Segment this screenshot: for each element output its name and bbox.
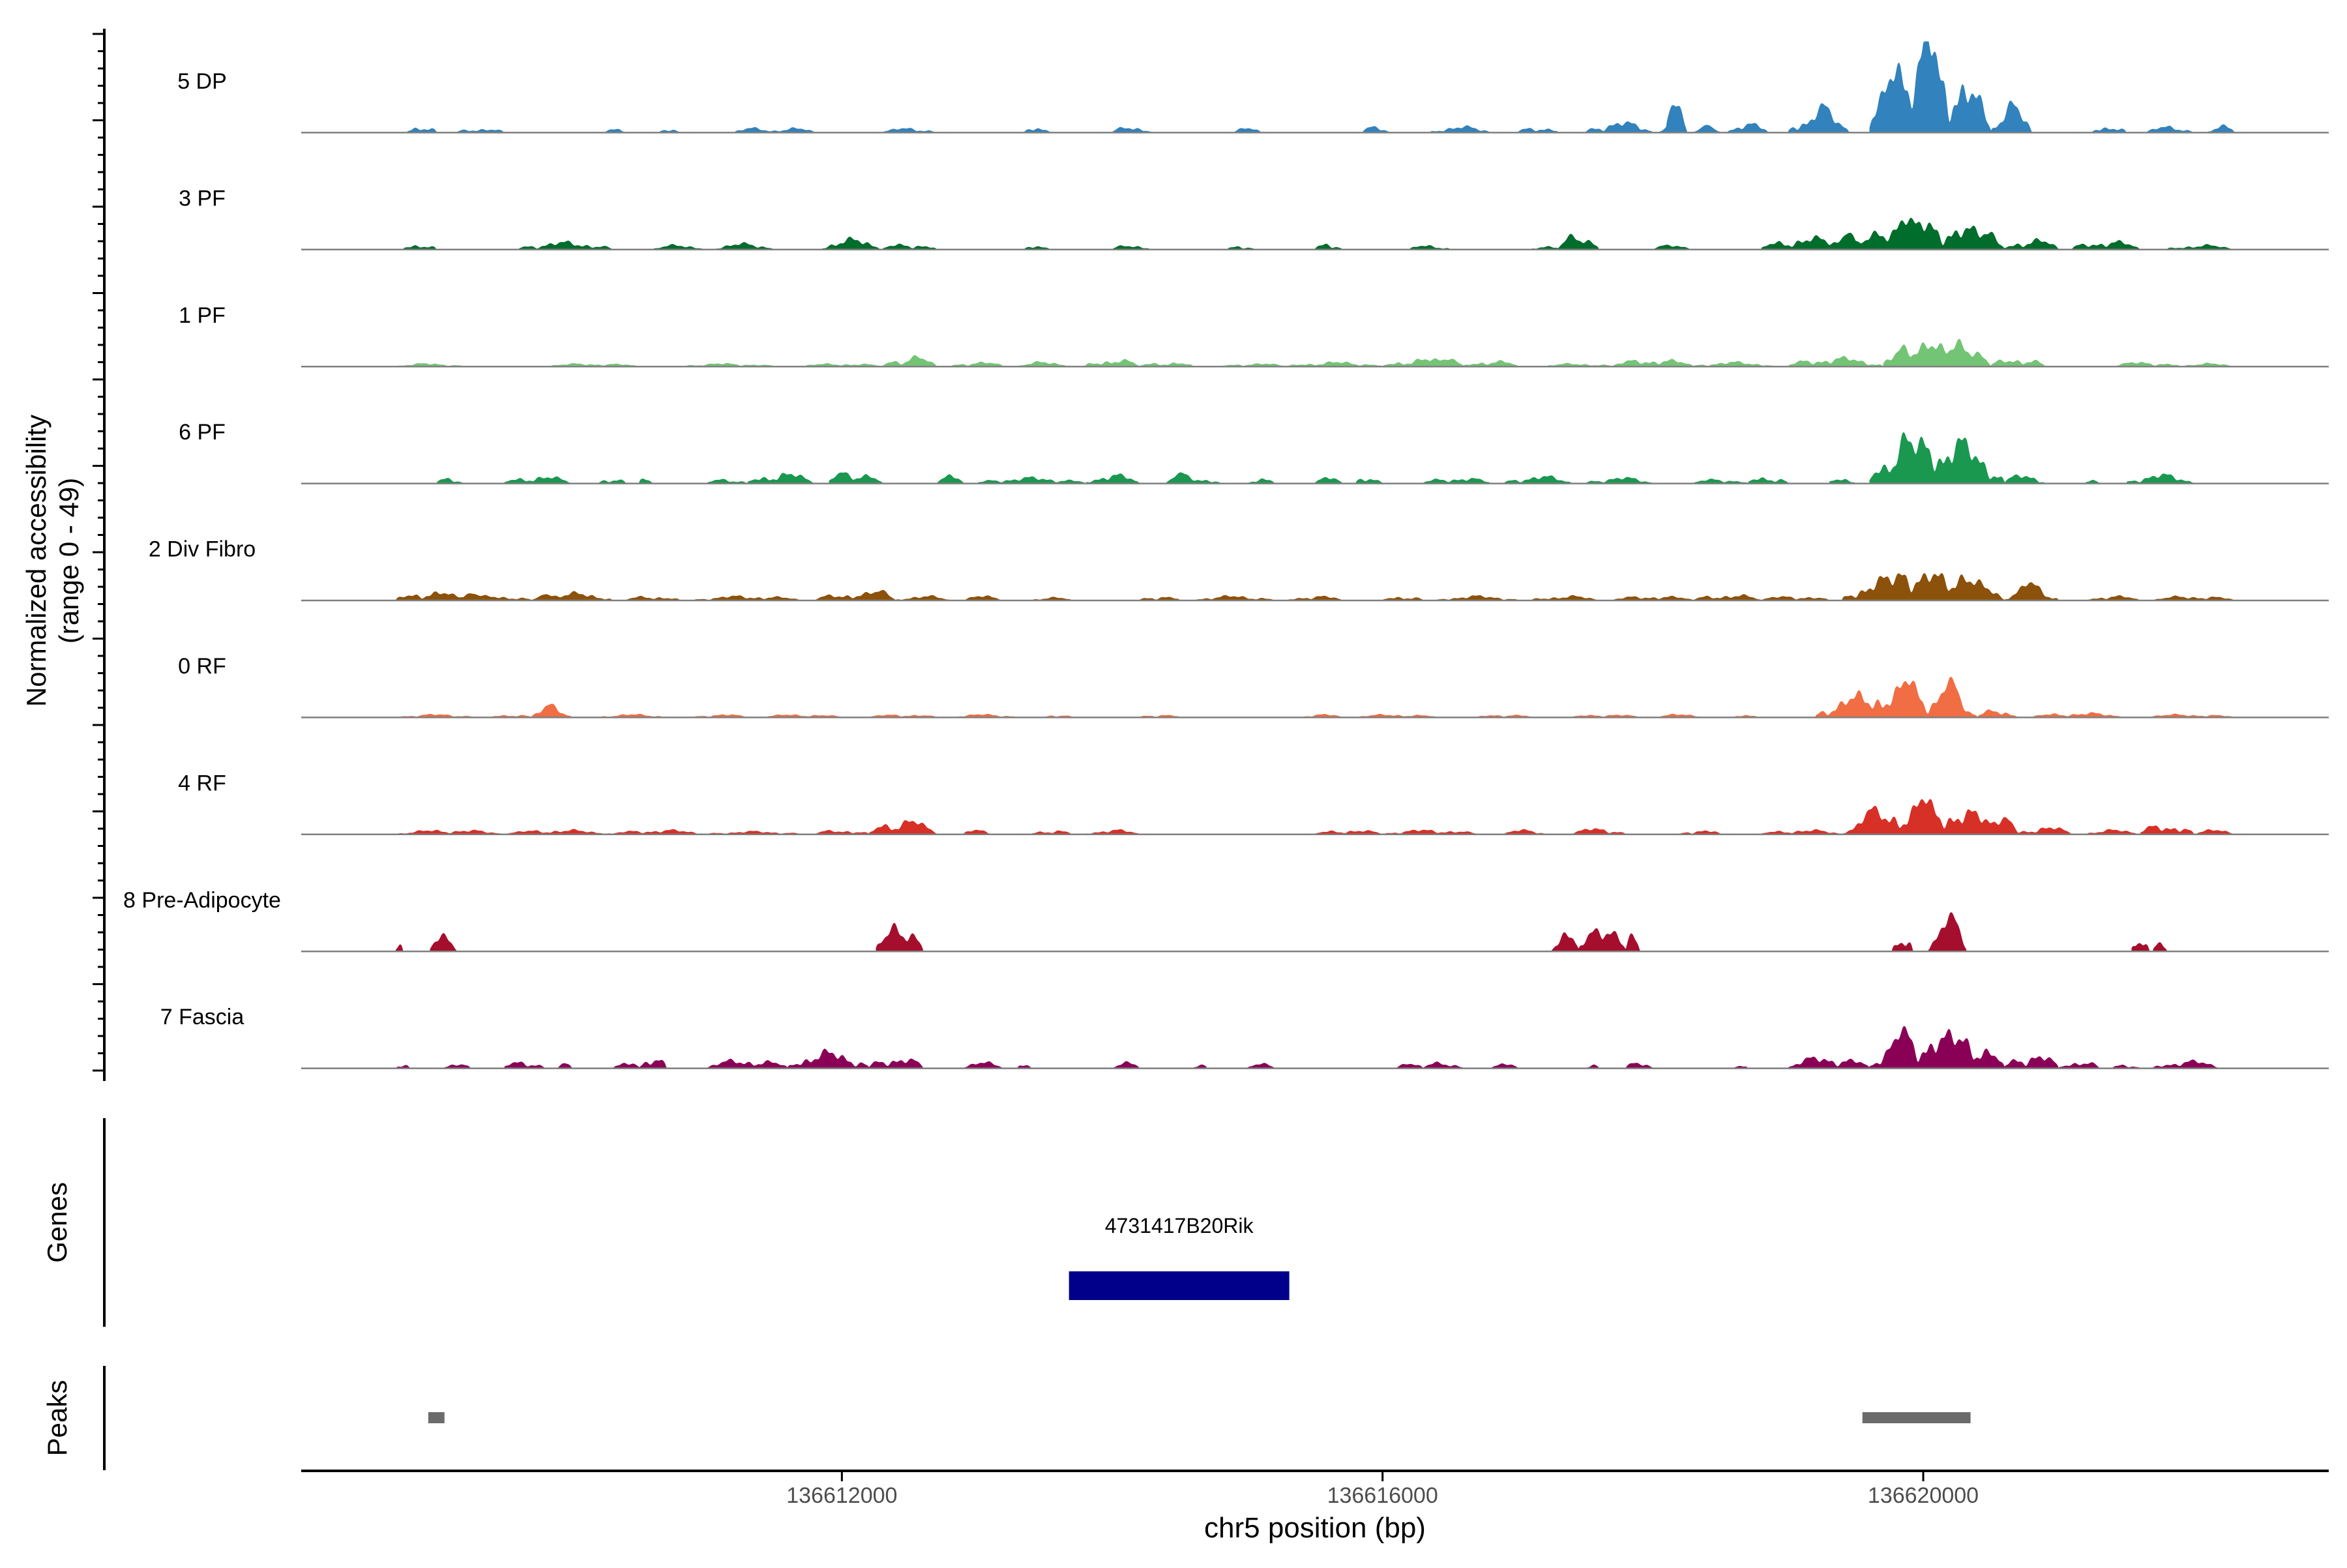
coverage-y-axis: [93, 29, 106, 1081]
coverage-area: [396, 1026, 2219, 1069]
coverage-area: [396, 572, 2235, 601]
coverage-track: 8 Pre-Adipocyte: [123, 888, 2329, 953]
y-axis-title-line2: (range 0 - 49): [53, 478, 84, 643]
y-axis-title: Normalized accessibility (range 0 - 49): [21, 415, 84, 707]
x-tick-label: 136620000: [1868, 1483, 1979, 1508]
x-axis-ticks: 136612000 136616000 136620000: [786, 1471, 1979, 1508]
gene-body: [1069, 1271, 1290, 1300]
track-label: 7 Fascia: [160, 1005, 244, 1029]
coverage-track: 7 Fascia: [160, 1005, 2329, 1069]
genes-panel: Genes 4731417B20Rik: [42, 1118, 1290, 1327]
x-tick-label: 136612000: [786, 1483, 897, 1508]
coverage-y-ticks: [93, 33, 104, 1072]
genes-features: 4731417B20Rik: [1069, 1214, 1290, 1300]
coverage-track: 5 DP: [177, 41, 2329, 134]
peaks-panel: Peaks: [42, 1366, 1971, 1470]
x-axis-title: chr5 position (bp): [1204, 1512, 1426, 1544]
genes-track-title: Genes: [42, 1182, 72, 1263]
peak-regions: [428, 1412, 1971, 1423]
track-label: 6 PF: [179, 420, 226, 445]
track-label: 2 Div Fibro: [149, 537, 256, 562]
track-label: 3 PF: [179, 186, 226, 211]
peak-region: [428, 1412, 445, 1423]
coverage-area: [398, 338, 2232, 367]
coverage-tracks: 5 DP 3 PF 1 PF 6 PF 2 Div Fibro 0 RF 4 RF 8 Pre…: [123, 41, 2329, 1069]
coverage-area: [404, 217, 2233, 250]
coverage-area: [407, 41, 2236, 133]
coverage-area: [437, 432, 2195, 484]
track-label: 4 RF: [178, 771, 226, 795]
coverage-track: 4 RF: [178, 771, 2329, 836]
x-axis: 136612000 136616000 136620000 chr5 positio…: [301, 1470, 2329, 1544]
track-label: 0 RF: [178, 654, 226, 679]
peaks-track-title: Peaks: [42, 1380, 72, 1457]
coverage-track: 0 RF: [178, 654, 2329, 718]
x-tick-label: 136616000: [1327, 1483, 1438, 1508]
gene-label: 4731417B20Rik: [1105, 1214, 1254, 1237]
coverage-area: [400, 676, 2234, 718]
coverage-track: 2 Div Fibro: [149, 537, 2329, 602]
coverage-track: 1 PF: [179, 303, 2329, 368]
peak-region: [1862, 1412, 1971, 1423]
coverage-track: 6 PF: [179, 420, 2329, 484]
coverage-area: [396, 911, 2168, 952]
y-axis-title-line1: Normalized accessibility: [21, 415, 52, 707]
coverage-track: 3 PF: [179, 186, 2329, 251]
track-label: 8 Pre-Adipocyte: [123, 888, 281, 913]
track-label: 1 PF: [179, 303, 226, 328]
track-label: 5 DP: [177, 69, 227, 94]
